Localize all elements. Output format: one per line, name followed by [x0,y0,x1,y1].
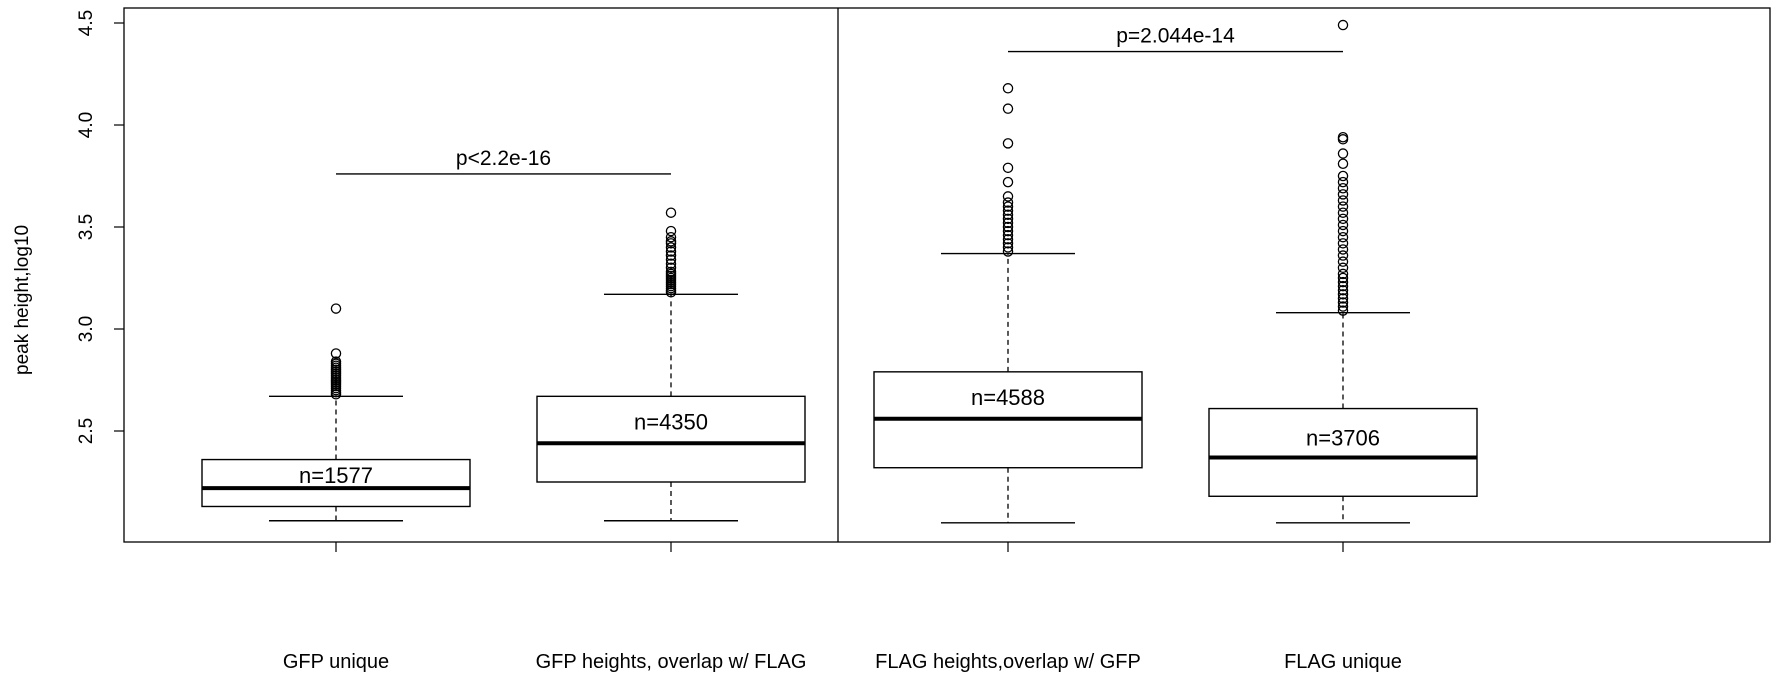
p-value-label: p=2.044e-14 [1116,25,1235,48]
outlier-point [1002,233,1014,245]
outlier-point [1002,201,1014,212]
outlier-point [665,225,677,237]
outlier-point [1002,191,1014,202]
outlier-point [1337,201,1349,212]
outlier-point [1002,221,1014,233]
outlier-point [1337,148,1349,159]
iqr-box [536,395,806,483]
x-category-label: GFP heights, overlap w/ FLAG [536,651,807,673]
outlier-point [1337,207,1349,218]
outlier-point [1337,158,1349,170]
outlier-point [665,266,677,278]
outlier-point [1002,176,1014,188]
outlier-point [1337,301,1349,312]
outlier-point [1337,219,1349,231]
outlier-point [1337,134,1349,145]
outlier-point [1002,138,1014,149]
outlier-point [1337,293,1349,304]
outlier-point [665,236,677,247]
outlier-point [1002,242,1014,253]
outlier-point [665,246,677,257]
outlier-point [1337,131,1349,143]
outlier-point [665,231,677,243]
outlier-point [330,303,342,314]
outlier-point [1002,246,1014,257]
outlier-point [1002,217,1014,229]
iqr-box [1208,407,1478,497]
y-axis-title: peak height,log10 [12,225,33,375]
outlier-point [1337,19,1349,31]
outlier-point [1337,244,1349,255]
outlier-point [1337,213,1349,225]
y-tick-label: 3.5 [76,214,97,240]
outlier-point [1337,280,1349,292]
outlier-point [1002,83,1014,94]
outlier-point [1002,197,1014,208]
x-category-label: FLAG heights,overlap w/ GFP [875,651,1141,673]
x-category-label: GFP unique [283,651,389,673]
outlier-point [1337,225,1349,237]
outlier-point [1002,205,1014,216]
outlier-point [1002,229,1014,241]
outlier-point [1337,297,1349,308]
y-tick-label: 4.5 [76,10,97,36]
outlier-point [1337,170,1349,182]
outlier-point [1002,162,1014,174]
outlier-point [1002,225,1014,237]
outlier-point [1337,256,1349,267]
outlier-point [665,242,677,253]
sample-size-label: n=1577 [299,463,373,488]
outlier-point [1337,238,1349,249]
plot-frame [123,7,1771,543]
outlier-point [1337,176,1349,188]
outlier-point [1337,231,1349,243]
outlier-point [1337,195,1349,206]
sample-size-label: n=4588 [971,385,1045,410]
y-tick-label: 4.0 [76,112,97,138]
outlier-point [1337,272,1349,284]
outlier-point [1337,268,1349,280]
x-category-label: FLAG unique [1284,651,1402,673]
sample-size-label: n=4350 [634,409,708,434]
outlier-point [1002,103,1014,114]
outlier-point [1337,305,1349,316]
outlier-point [1337,289,1349,300]
outlier-point [665,250,677,261]
outlier-point [1002,213,1014,225]
outlier-point [665,207,677,218]
sample-size-label: n=3706 [1306,426,1380,451]
outlier-point [1337,182,1349,194]
y-axis-title-group: peak height,log10 [12,225,33,375]
y-tick-label: 2.5 [76,418,97,444]
p-value-label: p<2.2e-16 [456,147,551,170]
outlier-point [1337,189,1349,200]
outlier-point [330,356,342,367]
iqr-box [201,458,471,508]
outlier-point [665,258,677,269]
y-tick-label: 3.0 [76,316,97,342]
outlier-point [1337,262,1349,274]
outlier-point [1337,276,1349,288]
outlier-point [1337,284,1349,296]
outlier-point [665,262,677,274]
outlier-point [1002,238,1014,249]
outlier-point [1337,250,1349,261]
outlier-point [1002,209,1014,221]
outlier-point [330,348,342,359]
outlier-point [665,254,677,265]
plot-area: 2.5 3.0 3.5 4.0 4.5 n=1577 GFP unique n=4350 GFP… [76,7,1771,673]
